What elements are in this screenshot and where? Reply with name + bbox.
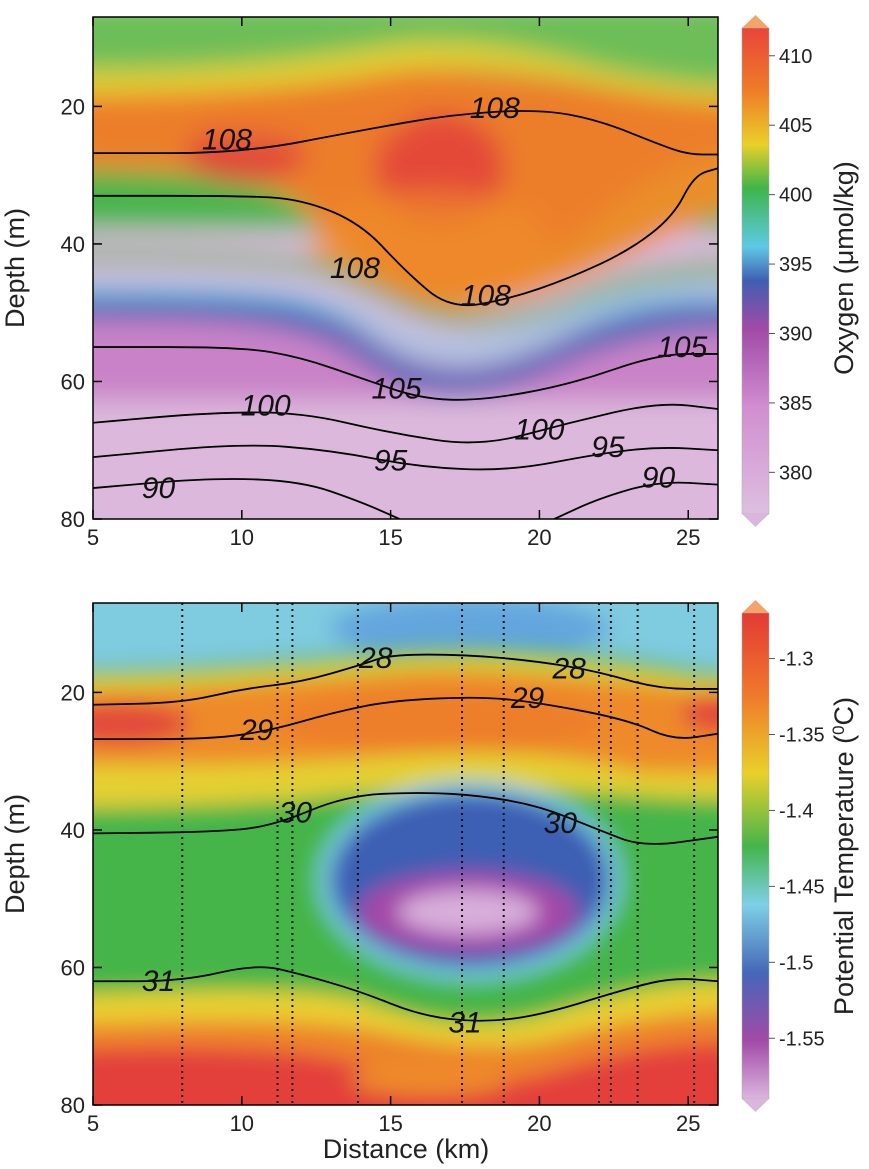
temperature-colorbar — [741, 600, 770, 1112]
colorbar-tick-label: -1.5 — [779, 952, 813, 974]
colorbar-tick-label: 390 — [779, 323, 812, 345]
colorbar-tick-label: 410 — [779, 46, 812, 68]
temperature-y-axis-title: Depth (m) — [0, 794, 30, 914]
contour-label: 95 — [591, 431, 625, 464]
contour-label: 105 — [372, 372, 422, 405]
colorbar-tick-label: -1.3 — [779, 649, 813, 671]
contour-label: 108 — [202, 123, 252, 156]
oxygen-colorbar-ticks: 410 405 400 395 390 385 380 — [769, 46, 812, 484]
colorbar-tick-label: -1.4 — [779, 800, 813, 822]
x-tick-label: 25 — [676, 1111, 700, 1136]
oxygen-colorbar — [741, 15, 770, 527]
oxygen-contours — [93, 110, 718, 519]
y-tick-label: 80 — [61, 507, 85, 532]
contour-line-108 — [93, 110, 718, 156]
contour-line-28 — [93, 653, 718, 706]
temperature-plot-frame — [92, 602, 719, 1106]
temperature-field — [93, 603, 718, 1105]
temperature-colorbar-title-part2: C) — [829, 697, 859, 726]
y-tick-label: 20 — [61, 680, 85, 705]
contour-line-29 — [93, 696, 718, 741]
contour-line-31 — [93, 966, 718, 1022]
oxygen-axes: 5 10 15 20 25 20 40 60 80 — [61, 17, 718, 550]
contour-label: 100 — [514, 414, 564, 447]
oxygen-y-axis-title: Depth (m) — [0, 208, 30, 328]
colorbar-tick-label: 405 — [779, 115, 812, 137]
colorbar-tick-label: 395 — [779, 254, 812, 276]
temperature-colorbar-title-superscript: 0 — [829, 725, 848, 734]
contour-label: 30 — [544, 807, 578, 840]
contour-label: 31 — [448, 1006, 481, 1039]
contour-label: 90 — [642, 462, 676, 495]
colorbar-min-arrow — [742, 1099, 769, 1112]
y-tick-label: 60 — [61, 955, 85, 980]
contour-label: 108 — [330, 252, 380, 285]
x-tick-label: 5 — [87, 525, 99, 550]
x-tick-label: 10 — [230, 525, 254, 550]
x-tick-label: 10 — [230, 1111, 254, 1136]
contour-label: 29 — [510, 682, 545, 715]
temperature-contours — [93, 653, 718, 1022]
colorbar-min-arrow — [742, 514, 769, 527]
colorbar-tick-label: 380 — [779, 462, 812, 484]
y-tick-label: 80 — [61, 1093, 85, 1118]
contour-label: 29 — [239, 714, 274, 747]
colorbar-tick-label: -1.35 — [779, 725, 825, 747]
oxygen-plot-frame — [92, 16, 719, 520]
contour-label: 95 — [374, 445, 408, 478]
x-tick-label: 20 — [527, 1111, 551, 1136]
temperature-colorbar-ticks: -1.3 -1.35 -1.4 -1.45 -1.5 -1.55 — [769, 649, 825, 1050]
colorbar-tick-label: -1.45 — [779, 876, 825, 898]
contour-label: 108 — [470, 92, 520, 125]
contour-label: 28 — [552, 652, 587, 685]
contour-line-90 — [93, 478, 400, 519]
y-tick-label: 40 — [61, 818, 85, 843]
temperature-colorbar-title-part1: Potential Temperature ( — [829, 735, 859, 1015]
y-tick-label: 20 — [61, 94, 85, 119]
oxygen-field — [93, 17, 718, 519]
contour-label: 31 — [142, 965, 175, 998]
x-tick-label: 15 — [378, 525, 402, 550]
contour-line-100 — [93, 403, 718, 444]
temperature-colorbar-title: Potential Temperature (0C) — [829, 697, 860, 1015]
contour-label: 105 — [657, 331, 707, 364]
x-axis-title: Distance (km) — [323, 1134, 490, 1164]
colorbar-tick-label: 385 — [779, 393, 812, 415]
contour-label: 30 — [279, 797, 313, 830]
colorbar-max-arrow — [742, 600, 769, 613]
contour-label: 108 — [461, 280, 511, 313]
colorbar-tick-label: 400 — [779, 185, 812, 207]
contour-label: 90 — [142, 472, 176, 505]
contour-line-95 — [93, 444, 718, 471]
y-tick-label: 60 — [61, 369, 85, 394]
contour-line-108 — [93, 167, 718, 307]
x-tick-label: 25 — [676, 525, 700, 550]
x-tick-label: 5 — [87, 1111, 99, 1136]
oxygen-colorbar-title: Oxygen (μmol/kg) — [829, 161, 859, 375]
contour-label: 100 — [241, 390, 291, 423]
contour-label: 28 — [358, 642, 393, 675]
x-tick-label: 15 — [378, 1111, 402, 1136]
y-tick-label: 40 — [61, 232, 85, 257]
colorbar-tick-label: -1.55 — [779, 1028, 825, 1050]
contour-line-90 — [553, 481, 718, 519]
x-tick-label: 20 — [527, 525, 551, 550]
temperature-axes: 5 10 15 20 25 20 40 60 80 — [61, 603, 718, 1136]
oxygen-contour-labels: 108 108 108 108 105 105 100 100 95 95 90 90 — [142, 92, 708, 505]
colorbar-max-arrow — [742, 15, 769, 28]
contour-line-30 — [93, 792, 718, 845]
contour-line-105 — [93, 346, 718, 401]
